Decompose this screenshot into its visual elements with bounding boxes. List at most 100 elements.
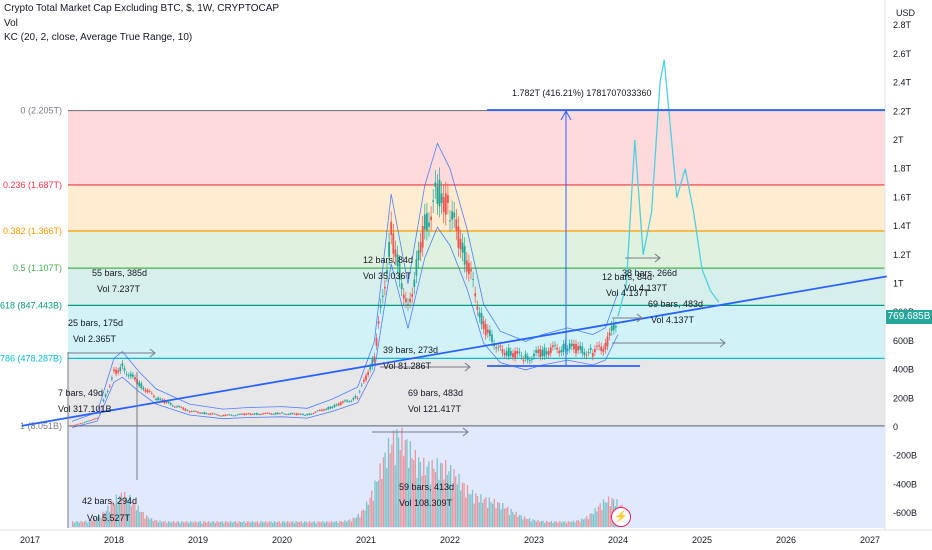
- fib-level-label: 0.5 (1.107T): [13, 263, 62, 273]
- price-axis-tick: 1.4T: [893, 221, 912, 231]
- candle-body: [369, 366, 372, 370]
- candle-body: [171, 405, 174, 407]
- candle-body: [386, 269, 388, 275]
- lightning-icon[interactable]: ⚡: [611, 507, 631, 527]
- volume-bar: [108, 511, 111, 527]
- volume-bar: [350, 521, 353, 527]
- candle-body: [423, 214, 426, 230]
- annotation-bars: 38 bars, 266d: [622, 268, 678, 278]
- volume-bar: [406, 439, 408, 527]
- volume-bar: [221, 521, 223, 527]
- volume-bar: [555, 521, 558, 527]
- volume-bar: [268, 521, 270, 527]
- candle-body: [100, 406, 103, 407]
- volume-bar: [349, 519, 351, 527]
- candle-body: [436, 186, 439, 204]
- volume-bar: [322, 521, 324, 527]
- volume-bar: [199, 521, 201, 527]
- volume-bar: [507, 506, 509, 527]
- volume-bar: [226, 521, 228, 527]
- volume-bar: [396, 429, 398, 527]
- candle-body: [608, 332, 611, 336]
- candle-body: [333, 404, 336, 408]
- candle-body: [438, 179, 441, 207]
- candle-body: [480, 313, 483, 325]
- candle-body: [449, 220, 451, 222]
- volume-bar: [597, 506, 600, 527]
- volume-bar: [282, 521, 284, 527]
- volume-bar: [517, 516, 519, 527]
- candle-body: [253, 413, 256, 415]
- candle-body: [348, 401, 351, 403]
- volume-bar: [90, 520, 92, 527]
- candle-body: [545, 351, 548, 355]
- candle-body: [201, 412, 204, 414]
- price-axis-tick: 200B: [893, 393, 914, 403]
- volume-bar: [251, 521, 254, 527]
- candle-body: [329, 406, 332, 409]
- candle-body: [220, 415, 222, 417]
- volume-bar: [577, 520, 579, 527]
- volume-bar: [552, 522, 554, 527]
- volume-bar: [409, 441, 411, 527]
- candle-body: [155, 398, 157, 400]
- volume-bar: [327, 521, 329, 527]
- volume-bar: [261, 521, 264, 527]
- volume-bar: [554, 521, 556, 527]
- volume-bar: [458, 473, 460, 527]
- candle-body: [505, 351, 508, 356]
- volume-bar: [532, 519, 534, 527]
- time-axis-tick: 2025: [692, 535, 712, 545]
- volume-bar: [234, 521, 237, 527]
- candle-body: [474, 293, 477, 297]
- candle-body: [323, 409, 325, 411]
- volume-bar: [184, 522, 186, 527]
- candle-body: [533, 353, 535, 357]
- candle-body: [421, 225, 424, 248]
- price-axis-tick: 2.2T: [893, 106, 912, 116]
- candle-body: [297, 413, 300, 415]
- candle-body: [117, 370, 120, 373]
- volume-bar: [523, 516, 526, 527]
- annotation-bars: 69 bars, 483d: [408, 388, 464, 398]
- annotation-bars: 12 bars, 84d: [602, 272, 653, 282]
- volume-bar: [397, 437, 400, 527]
- volume-bar: [549, 521, 551, 527]
- candle-body: [367, 372, 369, 376]
- volume-bar: [426, 466, 428, 527]
- price-axis-tick: 2.6T: [893, 49, 912, 59]
- volume-bar: [285, 522, 287, 527]
- candle-body: [549, 347, 552, 354]
- candle-body: [356, 397, 359, 399]
- volume-bar: [140, 511, 143, 527]
- volume-bar: [500, 509, 502, 527]
- volume-bar: [503, 508, 506, 527]
- volume-bar: [604, 502, 606, 527]
- volume-bar: [436, 458, 438, 527]
- legend-title: Crypto Total Market Cap Excluding BTC, $…: [4, 3, 280, 14]
- volume-bar: [399, 450, 401, 527]
- volume-bar: [530, 521, 532, 527]
- volume-bar: [488, 497, 490, 527]
- volume-bar: [584, 518, 586, 527]
- volume-bar: [325, 521, 327, 527]
- candle-body: [411, 294, 414, 297]
- volume-bar: [72, 521, 74, 527]
- candle-body: [274, 412, 277, 415]
- time-axis-tick: 2022: [440, 535, 460, 545]
- price-axis-tick: 600B: [893, 336, 914, 346]
- fib-level-label: 0.786 (478.287B): [0, 353, 62, 363]
- candle-body: [255, 413, 258, 415]
- annotation-vol: Vol 4.137T: [651, 315, 695, 325]
- volume-bar: [357, 513, 359, 527]
- candle-body: [146, 389, 149, 393]
- volume-bar: [265, 521, 267, 527]
- candle-body: [218, 415, 220, 417]
- candle-body: [537, 349, 540, 354]
- volume-bar: [476, 496, 479, 527]
- volume-bar: [312, 521, 314, 527]
- volume-bar: [335, 520, 338, 527]
- candle-body: [581, 346, 584, 354]
- volume-bar: [194, 521, 196, 527]
